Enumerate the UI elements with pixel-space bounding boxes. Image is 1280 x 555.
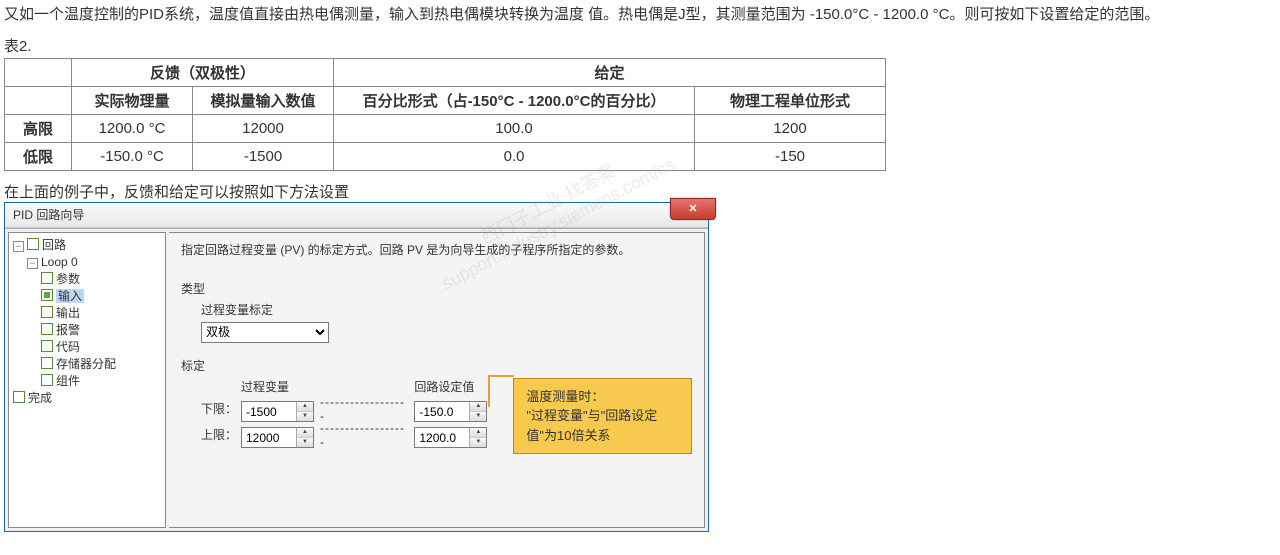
wizard-window: PID 回路向导 ✕ −回路 −Loop 0 参数 输入 输出 bbox=[4, 202, 709, 532]
spin-up-icon[interactable]: ▲ bbox=[470, 402, 486, 412]
type-heading: 类型 bbox=[181, 280, 692, 297]
col-pv-header: 过程变量 bbox=[241, 378, 314, 395]
pretext: 在上面的例子中，反馈和给定可以按照如下方法设置 bbox=[4, 181, 1276, 202]
spin-down-icon[interactable]: ▼ bbox=[297, 412, 313, 421]
tree-root[interactable]: −回路 −Loop 0 参数 输入 输出 报警 代码 存储器分配 bbox=[13, 237, 163, 390]
dash-connector: ------------------ bbox=[314, 395, 414, 423]
pv-low-spinner[interactable]: ▲▼ bbox=[241, 401, 314, 422]
pv-high-spinner[interactable]: ▲▼ bbox=[241, 427, 314, 448]
tree-item-components[interactable]: 组件 bbox=[41, 373, 163, 390]
tree-item-alarm[interactable]: 报警 bbox=[41, 322, 163, 339]
pv-scaling-select[interactable]: 双极 bbox=[201, 322, 329, 343]
scaling-heading: 标定 bbox=[181, 357, 692, 374]
tree-item-params[interactable]: 参数 bbox=[41, 271, 163, 288]
row-high-label: 上限： bbox=[201, 426, 241, 443]
spin-down-icon[interactable]: ▼ bbox=[297, 438, 313, 447]
titlebar: PID 回路向导 ✕ bbox=[5, 203, 708, 228]
close-icon: ✕ bbox=[688, 201, 697, 217]
sp-low-input[interactable] bbox=[415, 402, 469, 421]
pv-scaling-label: 过程变量标定 bbox=[201, 301, 692, 318]
tree-loop[interactable]: −Loop 0 参数 输入 输出 报警 代码 存储器分配 组件 bbox=[27, 254, 163, 390]
window-title: PID 回路向导 bbox=[13, 208, 84, 222]
close-button[interactable]: ✕ bbox=[670, 198, 716, 220]
th-col1: 模拟量输入数值 bbox=[193, 87, 333, 114]
spin-down-icon[interactable]: ▼ bbox=[470, 412, 486, 421]
range-table: 反馈（双极性） 给定 实际物理量 模拟量输入数值 百分比形式（占-150°C -… bbox=[4, 58, 886, 171]
tree-item-memory[interactable]: 存储器分配 bbox=[41, 356, 163, 373]
th-setpoint: 给定 bbox=[334, 59, 885, 86]
sp-high-spinner[interactable]: ▲▼ bbox=[414, 427, 487, 448]
spin-up-icon[interactable]: ▲ bbox=[470, 428, 486, 438]
col-sp-header: 回路设定值 bbox=[414, 378, 487, 395]
wizard-desc: 指定回路过程变量 (PV) 的标定方式。回路 PV 是为向导生成的子程序所指定的… bbox=[181, 241, 692, 258]
row-low-label: 下限： bbox=[201, 400, 241, 417]
tree-finish[interactable]: 完成 bbox=[13, 390, 163, 407]
sp-high-input[interactable] bbox=[415, 428, 469, 447]
pv-low-input[interactable] bbox=[242, 402, 296, 421]
tree-item-code[interactable]: 代码 bbox=[41, 339, 163, 356]
tree-panel: −回路 −Loop 0 参数 输入 输出 报警 代码 存储器分配 bbox=[8, 232, 166, 528]
pv-high-input[interactable] bbox=[242, 428, 296, 447]
th-feedback: 反馈（双极性） bbox=[72, 59, 333, 86]
th-col0: 实际物理量 bbox=[72, 87, 192, 114]
spin-up-icon[interactable]: ▲ bbox=[297, 402, 313, 412]
table-caption: 表2. bbox=[4, 35, 1276, 56]
tree-item-output[interactable]: 输出 bbox=[41, 305, 163, 322]
main-panel: 西门子工业 找答案 support.industry.siemens.com/c… bbox=[169, 232, 705, 528]
table-row: 低限 -150.0 °C -1500 0.0 -150 bbox=[5, 143, 885, 170]
spin-down-icon[interactable]: ▼ bbox=[470, 438, 486, 447]
spin-up-icon[interactable]: ▲ bbox=[297, 428, 313, 438]
dash-connector: ------------------ bbox=[314, 421, 414, 449]
tree-item-input[interactable]: 输入 bbox=[41, 288, 163, 305]
th-col3: 物理工程单位形式 bbox=[695, 87, 885, 114]
intro-text: 又如一个温度控制的PID系统，温度值直接由热电偶测量，输入到热电偶模块转换为温度… bbox=[4, 4, 1276, 27]
th-col2: 百分比形式（占-150°C - 1200.0°C的百分比） bbox=[334, 87, 694, 114]
sp-low-spinner[interactable]: ▲▼ bbox=[414, 401, 487, 422]
table-row: 高限 1200.0 °C 12000 100.0 1200 bbox=[5, 115, 885, 142]
callout-note: 温度测量时： "过程变量"与"回路设定值"为10倍关系 bbox=[513, 378, 692, 455]
